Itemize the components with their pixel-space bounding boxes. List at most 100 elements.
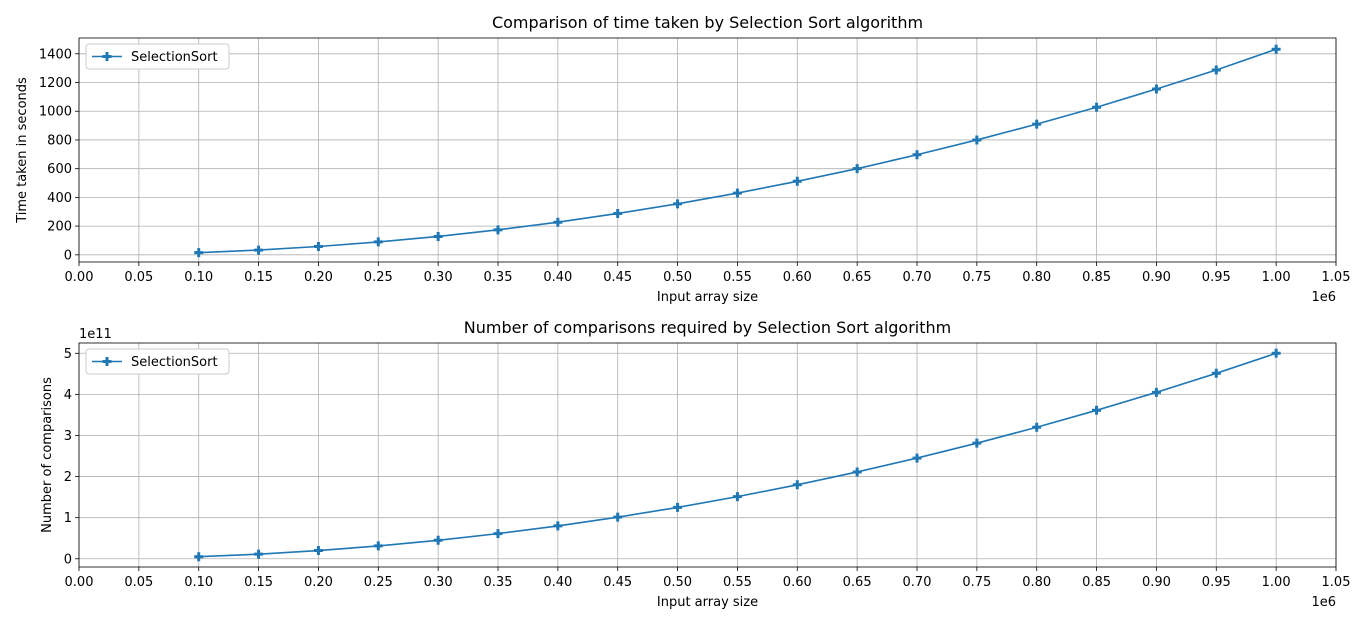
- y-tick-label: 800: [47, 133, 72, 148]
- data-point: [373, 237, 383, 247]
- data-point: [673, 502, 683, 512]
- data-point: [313, 546, 323, 556]
- chart-title: Comparison of time taken by Selection So…: [492, 13, 923, 32]
- data-point: [493, 225, 503, 235]
- data-point: [433, 231, 443, 241]
- data-point: [613, 512, 623, 522]
- y-tick-label: 0: [64, 552, 72, 567]
- data-point: [1151, 387, 1161, 397]
- data-point: [613, 208, 623, 218]
- x-tick-label: 0.50: [663, 575, 692, 590]
- x-tick-label: 0.55: [723, 575, 752, 590]
- data-point: [972, 438, 982, 448]
- x-tick-label: 0.70: [903, 575, 932, 590]
- x-axis-label: Input array size: [657, 290, 758, 305]
- data-point: [1032, 422, 1042, 432]
- data-point: [972, 135, 982, 145]
- x-tick-label: 0.05: [124, 270, 153, 285]
- legend-box: [85, 348, 230, 375]
- legend-label: SelectionSort: [131, 50, 218, 65]
- y-tick-label: 3: [64, 429, 72, 444]
- chart-time-taken: 0.00 0.05 0.10 0.15 0.20 0.25 0.30 0.35 0.40 0.45…: [15, 13, 1350, 305]
- data-point: [313, 241, 323, 251]
- data-point: [1032, 119, 1042, 129]
- x-tick-label: 0.25: [364, 270, 393, 285]
- ticks: 0.00 0.05 0.10 0.15 0.20 0.25 0.30 0.35 0.40 0.45…: [39, 47, 1351, 285]
- y-tick-label: 400: [47, 191, 72, 206]
- x-tick-label: 0.65: [843, 270, 872, 285]
- data-point: [912, 453, 922, 463]
- data-point: [912, 150, 922, 160]
- data-point: [493, 529, 503, 539]
- data-point: [792, 480, 802, 490]
- x-tick-label: 0.30: [424, 270, 453, 285]
- x-tick-label: 0.75: [962, 270, 991, 285]
- legend-marker: [102, 357, 112, 366]
- x-tick-label: 0.00: [65, 575, 94, 590]
- x-tick-label: 0.80: [1022, 575, 1051, 590]
- y-axis-label: Number of comparisons: [40, 377, 55, 533]
- data-point: [433, 535, 443, 545]
- y-tick-label: 600: [47, 162, 72, 177]
- x-tick-label: 0.90: [1142, 270, 1171, 285]
- data-point: [673, 199, 683, 209]
- y-tick-label: 0: [64, 248, 72, 263]
- x-offset-text: 1e6: [1311, 290, 1336, 305]
- x-tick-label: 0.40: [543, 270, 572, 285]
- ticks: 0.00 0.05 0.10 0.15 0.20 0.25 0.30 0.35 0.40 0.45…: [64, 347, 1351, 590]
- data-point: [852, 467, 862, 477]
- legend-label: SelectionSort: [131, 355, 218, 370]
- data-point: [194, 552, 204, 562]
- x-tick-label: 0.55: [723, 270, 752, 285]
- data-point: [194, 248, 204, 258]
- x-tick-label: 0.45: [603, 270, 632, 285]
- x-tick-label: 1.00: [1262, 270, 1291, 285]
- data-point: [373, 541, 383, 551]
- x-tick-label: 0.60: [783, 270, 812, 285]
- data-point: [553, 521, 563, 531]
- x-tick-label: 0.50: [663, 270, 692, 285]
- data-point: [732, 188, 742, 198]
- legend: SelectionSort: [85, 348, 230, 375]
- data-point: [1211, 65, 1221, 75]
- x-tick-label: 0.85: [1082, 575, 1111, 590]
- grid: [78, 38, 1337, 262]
- data-point: [254, 245, 264, 255]
- legend: SelectionSort: [85, 43, 230, 70]
- x-tick-label: 0.75: [962, 575, 991, 590]
- data-point: [1151, 84, 1161, 94]
- y-tick-label: 1200: [39, 76, 72, 91]
- x-tick-label: 0.95: [1202, 575, 1231, 590]
- data-point: [732, 492, 742, 502]
- plot-frame: [78, 342, 1337, 568]
- x-tick-label: 0.90: [1142, 575, 1171, 590]
- y-tick-label: 1: [64, 511, 72, 526]
- y-offset-text: 1e11: [79, 327, 112, 342]
- grid: [78, 343, 1337, 567]
- x-tick-label: 0.60: [783, 575, 812, 590]
- legend-box: [85, 43, 230, 70]
- x-tick-label: 0.05: [124, 575, 153, 590]
- data-point: [1092, 102, 1102, 112]
- x-tick-label: 0.15: [244, 575, 273, 590]
- x-tick-label: 0.40: [543, 575, 572, 590]
- x-tick-label: 0.85: [1082, 270, 1111, 285]
- data-point: [1271, 44, 1281, 54]
- y-tick-label: 1400: [39, 47, 72, 62]
- x-tick-label: 0.35: [484, 270, 513, 285]
- x-tick-label: 0.20: [304, 270, 333, 285]
- x-tick-label: 0.10: [184, 575, 213, 590]
- data-point: [1271, 348, 1281, 358]
- x-tick-label: 0.95: [1202, 270, 1231, 285]
- x-tick-label: 1.05: [1322, 270, 1351, 285]
- x-tick-label: 0.10: [184, 270, 213, 285]
- y-tick-label: 1000: [39, 105, 72, 120]
- x-tick-label: 0.20: [304, 575, 333, 590]
- data-point: [792, 176, 802, 186]
- chart-title: Number of comparisons required by Select…: [464, 318, 951, 337]
- x-tick-label: 0.70: [903, 270, 932, 285]
- data-point: [852, 164, 862, 174]
- x-tick-label: 0.35: [484, 575, 513, 590]
- data-point: [1211, 368, 1221, 378]
